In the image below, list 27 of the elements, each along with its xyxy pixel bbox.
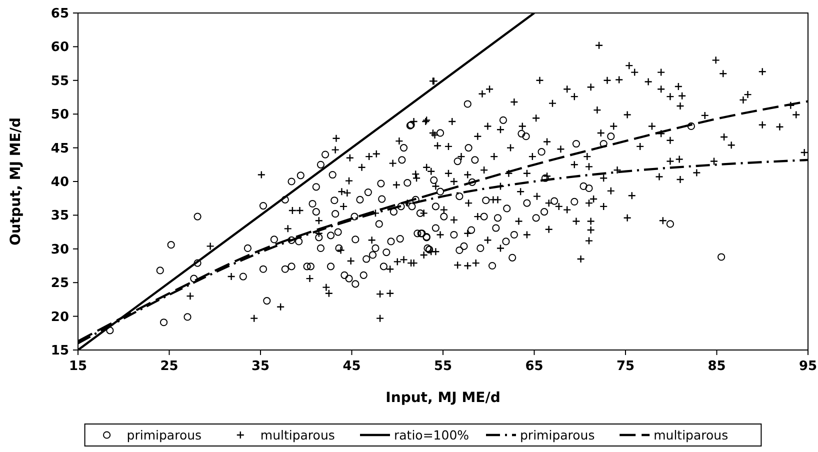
y-tick-label: 15 bbox=[50, 344, 69, 358]
x-axis-title: Input, MJ ME/d bbox=[386, 390, 500, 406]
legend-label: ratio=100% bbox=[394, 428, 470, 442]
x-tick-label: 85 bbox=[708, 359, 726, 374]
y-tick-label: 55 bbox=[50, 74, 69, 89]
y-tick-label: 40 bbox=[50, 175, 69, 190]
legend-label: primiparous bbox=[126, 428, 202, 442]
y-tick-label: 45 bbox=[50, 141, 69, 156]
y-tick-label: 30 bbox=[50, 242, 69, 258]
y-tick-label: 25 bbox=[50, 276, 69, 292]
x-tick-label: 55 bbox=[434, 359, 452, 374]
x-tick-label: 95 bbox=[798, 359, 818, 374]
legend-label: multiparous bbox=[260, 428, 335, 442]
y-tick-label: 20 bbox=[50, 310, 69, 325]
x-tick-label: 75 bbox=[616, 359, 635, 374]
x-tick-label: 45 bbox=[342, 359, 361, 374]
y-tick-label: 65 bbox=[50, 6, 69, 22]
y-tick-label: 35 bbox=[50, 208, 69, 224]
x-tick-label: 25 bbox=[160, 359, 178, 374]
legend-label: multiparous bbox=[654, 428, 728, 442]
legend-label: primiparous bbox=[520, 428, 595, 442]
y-tick-label: 50 bbox=[50, 108, 69, 123]
x-tick-label: 35 bbox=[251, 359, 270, 374]
x-tick-label: 15 bbox=[68, 359, 88, 374]
y-tick-label: 60 bbox=[50, 40, 69, 56]
y-axis-title: Output, MJ ME/d bbox=[8, 117, 24, 246]
x-tick-label: 65 bbox=[525, 359, 544, 374]
